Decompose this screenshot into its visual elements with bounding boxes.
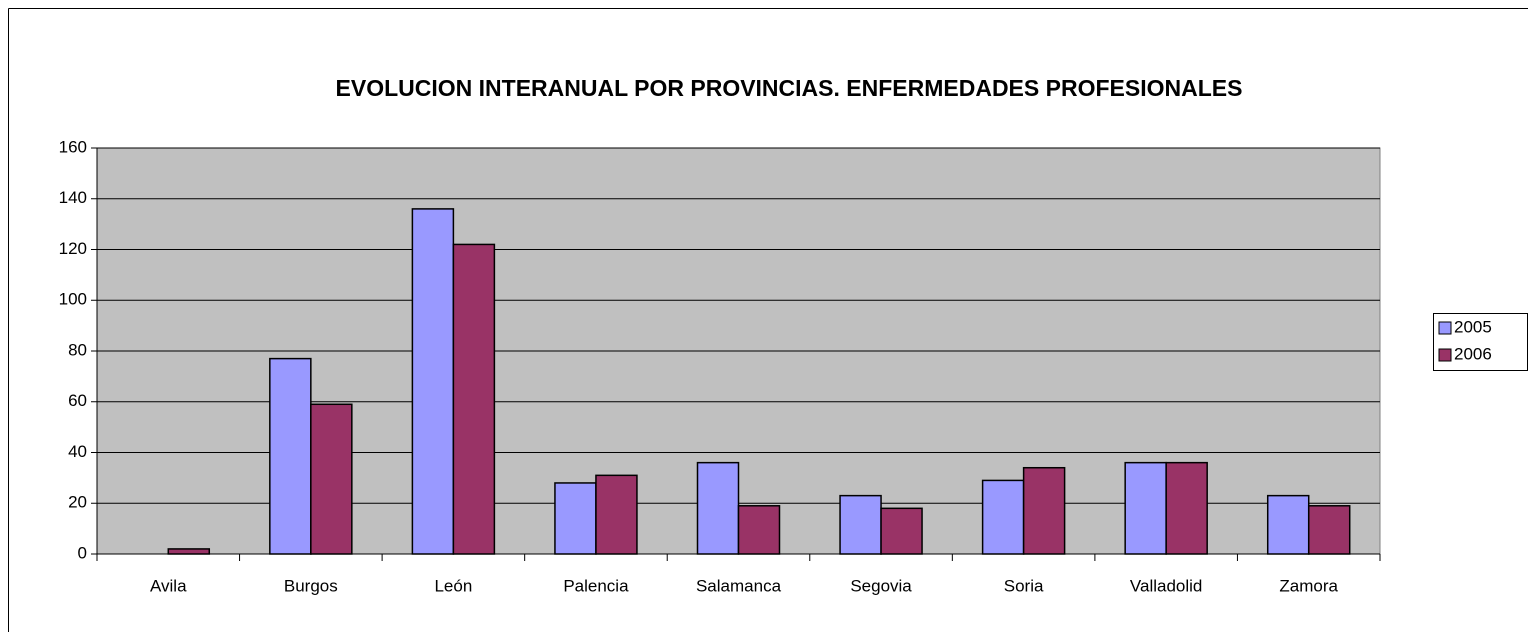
y-tick-label: 0 xyxy=(78,543,87,562)
y-tick-label: 60 xyxy=(68,391,87,410)
bar xyxy=(737,505,781,555)
bar xyxy=(310,403,353,555)
x-tick-label: Valladolid xyxy=(1130,576,1202,595)
x-tick-label: Zamora xyxy=(1279,576,1338,595)
bar xyxy=(269,357,312,555)
x-tick-label: León xyxy=(434,576,472,595)
bar xyxy=(880,507,923,555)
bar xyxy=(411,208,455,555)
bar xyxy=(1022,466,1066,555)
legend-swatch xyxy=(1438,321,1452,335)
x-tick-label: Salamanca xyxy=(696,576,782,595)
bar xyxy=(554,482,597,555)
bar xyxy=(595,474,638,555)
x-tick-label: Palencia xyxy=(563,576,629,595)
y-tick-label: 40 xyxy=(68,442,87,461)
y-tick-label: 100 xyxy=(59,290,87,309)
bar xyxy=(981,479,1025,555)
bar xyxy=(839,494,882,555)
bar xyxy=(167,548,211,555)
x-tick-label: Avila xyxy=(150,576,187,595)
y-tick-label: 20 xyxy=(68,493,87,512)
legend-label: 2005 xyxy=(1454,317,1492,336)
chart-title: EVOLUCION INTERANUAL POR PROVINCIAS. ENF… xyxy=(336,75,1243,101)
y-tick-label: 80 xyxy=(68,340,87,359)
bar xyxy=(1165,461,1208,555)
x-tick-label: Burgos xyxy=(284,576,338,595)
x-tick-label: Segovia xyxy=(850,576,912,595)
legend-swatch xyxy=(1438,348,1452,362)
bar xyxy=(1124,461,1167,555)
y-tick-label: 120 xyxy=(59,239,87,258)
bar xyxy=(1266,494,1310,555)
bar xyxy=(1307,505,1351,555)
bar xyxy=(452,243,496,555)
x-tick-label: Soria xyxy=(1004,576,1044,595)
bar xyxy=(696,461,740,555)
legend-label: 2006 xyxy=(1454,344,1492,363)
y-tick-label: 160 xyxy=(59,137,87,156)
y-tick-label: 140 xyxy=(59,188,87,207)
